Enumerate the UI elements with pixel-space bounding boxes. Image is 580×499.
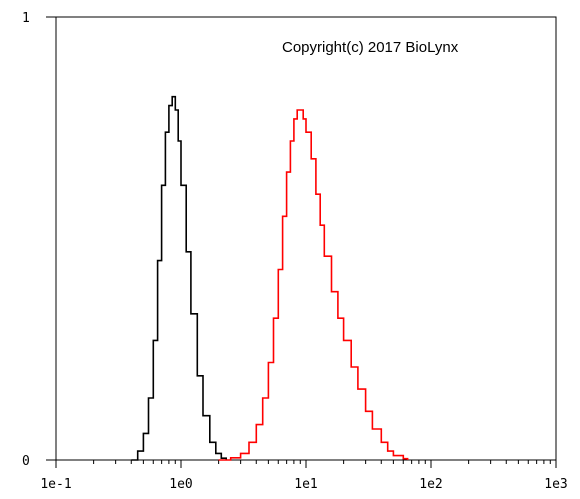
- x-tick-label: 1e1: [294, 477, 317, 492]
- series-1-line: [218, 109, 409, 461]
- y-tick-label: 0: [22, 454, 30, 469]
- x-tick-label: 1e-1: [40, 477, 71, 492]
- series-0-line: [131, 95, 227, 461]
- copyright-annotation: Copyright(c) 2017 BioLynx: [282, 39, 459, 56]
- x-tick-label: 1e2: [419, 477, 442, 492]
- series-group: [131, 95, 409, 461]
- y-tick-label: 1: [22, 11, 30, 26]
- x-tick-label: 1e3: [544, 477, 567, 492]
- x-tick-label: 1e0: [169, 477, 192, 492]
- axis-ticks: 1e-1 1e0 1e1 1e2 1e3 0 1: [22, 11, 568, 492]
- plot-frame: [55, 16, 557, 461]
